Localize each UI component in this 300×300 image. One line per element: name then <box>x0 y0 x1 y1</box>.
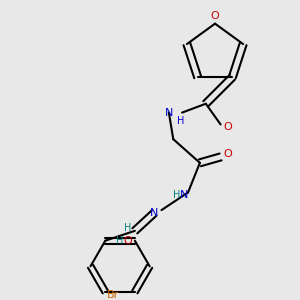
Text: H: H <box>124 223 131 233</box>
Text: N: N <box>179 190 188 200</box>
Text: O: O <box>123 236 132 246</box>
Text: H: H <box>177 116 184 127</box>
Text: O: O <box>224 122 232 132</box>
Text: O: O <box>224 149 232 159</box>
Text: O: O <box>211 11 219 21</box>
Text: N: N <box>150 208 158 218</box>
Text: H: H <box>172 190 180 200</box>
Text: N: N <box>165 108 173 118</box>
Text: H: H <box>116 236 124 246</box>
Text: Br: Br <box>106 290 119 300</box>
